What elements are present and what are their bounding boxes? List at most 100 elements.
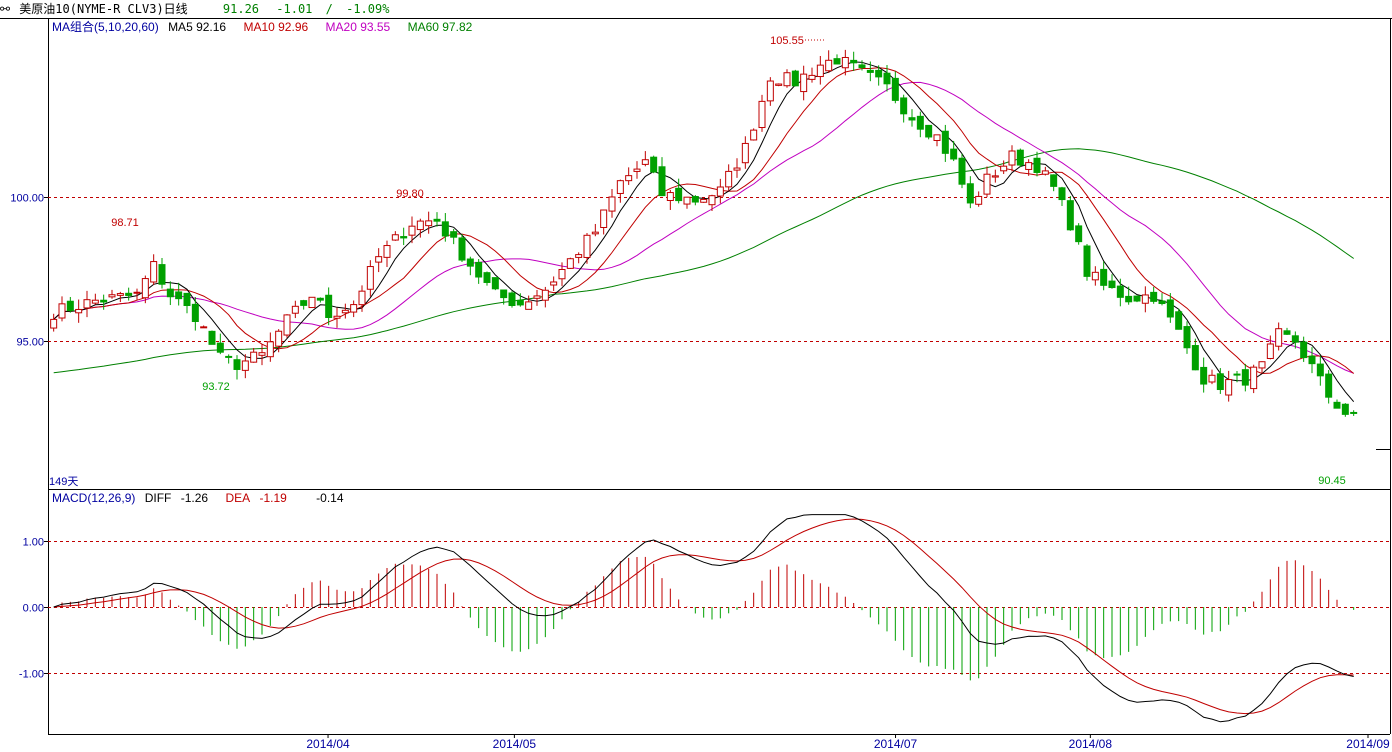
candle-body: [1133, 295, 1141, 302]
macd-axis-label: 1.00: [23, 537, 44, 549]
price-annotations: 98.71 99.80 93.72 105.55 90.45: [111, 35, 1390, 487]
price-annotation: 90.45: [1318, 475, 1346, 487]
candle-body: [408, 225, 416, 236]
candle-body: [633, 168, 641, 172]
ma60-value: MA60 97.82: [407, 20, 473, 34]
candle-body: [250, 351, 258, 363]
candle-body: [333, 315, 341, 319]
candle-body: [133, 291, 141, 294]
candle-body: [1216, 373, 1224, 391]
macd-value: -0.14: [316, 491, 344, 505]
candle-body: [625, 175, 633, 182]
candle-body: [533, 295, 541, 299]
ma10-line: [53, 67, 1355, 375]
candle-body: [1191, 345, 1199, 371]
title-bar: ⚯ 美原油10(NYME-R CLV3)日线 91.26 -1.01 / -1.…: [0, 0, 1392, 18]
diff-line: [53, 514, 1354, 723]
candle-body: [483, 272, 491, 283]
candle-body: [991, 175, 999, 178]
candle-body: [1141, 294, 1149, 304]
candle-body: [616, 180, 624, 194]
ma20-value: MA20 93.55: [325, 20, 391, 34]
candle-body: [725, 170, 733, 188]
candle-body: [341, 309, 349, 314]
diff-value: -1.26: [180, 491, 209, 505]
candle-body: [308, 296, 316, 309]
candle-body: [1291, 335, 1299, 343]
ma-legend: MA组合(5,10,20,60) MA5 92.16 MA10 92.96 MA…: [52, 19, 486, 35]
candle-body: [608, 196, 616, 212]
macd-legend: MACD(12,26,9) DIFF -1.26 DEA -1.19 -0.14: [52, 490, 350, 506]
candle-body: [275, 330, 283, 347]
price-axis-label: 95.00: [16, 337, 44, 349]
candle-body: [233, 359, 241, 370]
candle-body: [908, 117, 916, 121]
candle-body: [816, 64, 824, 78]
candle-body: [658, 166, 666, 197]
candle-body: [1125, 295, 1133, 303]
candle-body: [1108, 280, 1116, 289]
candle-body: [91, 299, 99, 304]
candle-body: [183, 292, 191, 307]
candle-body: [733, 167, 741, 171]
candle-body: [425, 220, 433, 227]
candle-body: [491, 277, 499, 290]
candle-body: [1283, 330, 1291, 335]
candle-body: [1158, 300, 1166, 305]
macd-lines: [53, 514, 1354, 723]
candle-body: [516, 299, 524, 306]
candle-body: [1233, 373, 1241, 376]
diff-label: DIFF: [144, 491, 172, 505]
ma5-line: [53, 61, 1355, 403]
candle-body: [316, 297, 324, 301]
candle-body: [441, 221, 449, 237]
candle-body: [283, 314, 291, 336]
candle-body: [1333, 401, 1341, 409]
candle-body: [775, 83, 783, 86]
candle-body: [558, 269, 566, 280]
macd-axis-label: 0.00: [23, 603, 44, 615]
candle-body: [258, 352, 266, 356]
macd-axis-label: -1.00: [19, 669, 44, 681]
candle-body: [216, 342, 224, 353]
candle-body: [391, 234, 399, 241]
candle-body: [883, 72, 891, 85]
candle-body: [983, 173, 991, 195]
candle-body: [1300, 341, 1308, 359]
candle-body: [1258, 361, 1266, 369]
candle-body: [866, 69, 874, 73]
candle-body: [100, 299, 108, 303]
candle-body: [1058, 187, 1066, 201]
ma60-line: [53, 148, 1354, 374]
candle-body: [825, 59, 833, 72]
candle-body: [166, 288, 174, 298]
candle-body: [791, 70, 799, 87]
candle-body: [508, 292, 516, 306]
candle-body: [550, 281, 558, 286]
candle-body: [416, 220, 424, 231]
candle-body: [891, 77, 899, 101]
candle-body: [1350, 411, 1358, 414]
candle-body: [708, 195, 716, 206]
dea-value: -1.19: [259, 491, 287, 505]
candle-body: [1175, 311, 1183, 330]
candle-body: [916, 115, 924, 130]
candle-body: [191, 303, 199, 323]
candle-body: [958, 157, 966, 185]
candle-body: [966, 183, 974, 204]
price-annotation: 98.71: [111, 217, 139, 229]
candle-body: [383, 245, 391, 258]
candle-body: [1325, 373, 1333, 398]
candle-body: [1208, 374, 1216, 383]
candle-body: [675, 187, 683, 202]
macd-histogram: [61, 556, 1355, 681]
moving-average-lines: [53, 61, 1355, 403]
date-axis-label: 2014/05: [493, 737, 537, 751]
candle-body: [683, 196, 691, 205]
candle-body: [758, 100, 766, 129]
candle-body: [1308, 355, 1316, 365]
candle-body: [1316, 363, 1324, 377]
date-axis-label: 2014/09: [1346, 737, 1390, 751]
ma-group-label: MA组合(5,10,20,60): [52, 20, 159, 34]
